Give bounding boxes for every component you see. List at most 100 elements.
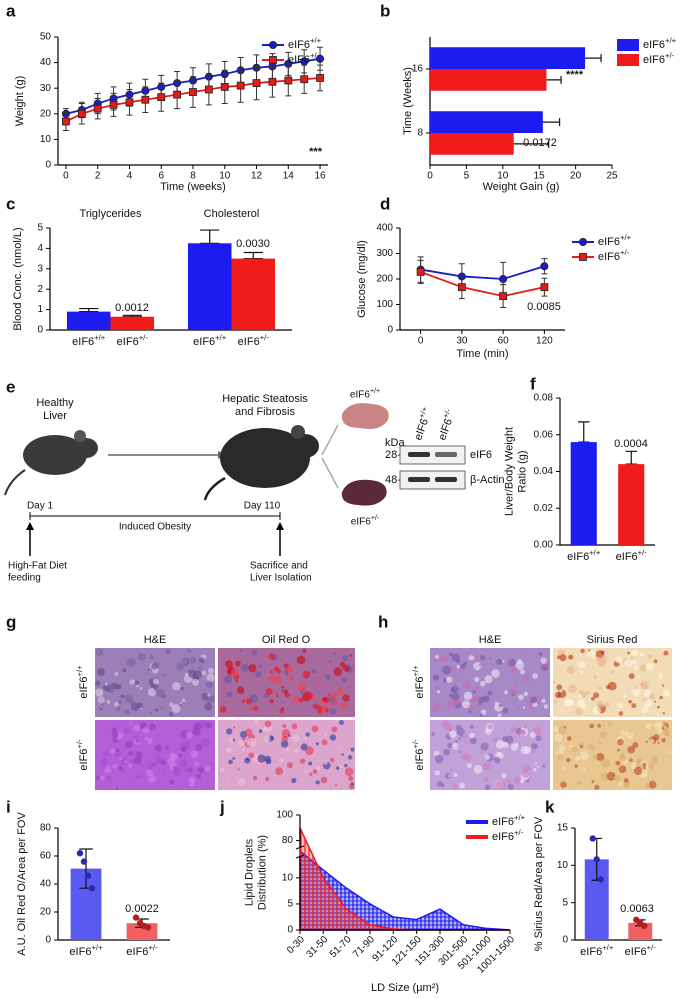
superscript: +/+	[215, 333, 227, 342]
row-label: eIF6+/-	[75, 739, 90, 771]
superscript: +/-	[148, 943, 158, 952]
marker	[173, 90, 182, 99]
superscript: +/-	[441, 407, 453, 419]
marker	[457, 283, 466, 292]
texture-dot	[263, 693, 269, 699]
texture-dot	[245, 698, 253, 705]
texture-dot	[101, 703, 104, 706]
texture-dot	[591, 746, 596, 751]
texture-dot	[595, 656, 601, 662]
texture-dot	[452, 742, 459, 750]
texture-dot	[294, 747, 299, 753]
texture-dot	[270, 736, 274, 740]
texture-dot	[520, 729, 526, 735]
texture-dot	[594, 784, 600, 790]
texture-dot	[579, 751, 589, 760]
y-tick-label: 0	[45, 160, 51, 171]
texture-dot	[349, 654, 352, 657]
texture-dot	[496, 658, 503, 666]
superscript: +/-	[75, 739, 84, 749]
texture-dot	[116, 706, 121, 712]
texture-dot	[630, 656, 634, 660]
texture-dot	[593, 692, 600, 699]
texture-dot	[276, 668, 281, 674]
y-tick-label: 40	[40, 879, 52, 890]
x-tick-label: 60	[498, 336, 510, 347]
texture-dot	[541, 698, 546, 704]
x-tick-label: 8	[190, 171, 196, 182]
texture-dot	[633, 766, 643, 776]
texture-dot	[235, 679, 239, 683]
texture-dot	[297, 682, 307, 692]
texture-dot	[455, 724, 462, 731]
texture-dot	[308, 761, 313, 766]
texture-dot	[321, 739, 328, 746]
annotation: ****	[566, 69, 584, 81]
mouse-head	[74, 438, 98, 458]
texture-dot	[657, 705, 660, 709]
texture-dot	[195, 743, 203, 751]
texture-dot	[280, 740, 289, 748]
texture-dot	[342, 694, 350, 702]
texture-dot	[618, 781, 623, 787]
texture-dot	[663, 650, 669, 656]
texture-dot	[192, 727, 202, 736]
texture-dot	[592, 754, 598, 760]
texture-dot	[434, 770, 440, 776]
texture-dot	[602, 724, 605, 727]
texture-dot	[534, 762, 538, 765]
texture-dot	[627, 745, 636, 754]
y-tick-label: 400	[376, 223, 393, 234]
texture-dot	[613, 775, 621, 782]
texture-dot	[520, 669, 525, 675]
mouse-ear	[291, 425, 305, 439]
texture-dot	[113, 701, 119, 707]
texture-dot	[583, 768, 587, 772]
texture-dot	[248, 752, 255, 759]
bar	[110, 316, 155, 330]
texture-dot	[622, 694, 626, 698]
texture-dot	[233, 726, 236, 729]
texture-dot	[451, 692, 460, 701]
texture-dot	[180, 686, 185, 691]
texture-dot	[475, 703, 480, 709]
arrow	[321, 424, 339, 456]
legend-swatch	[617, 39, 639, 51]
texture-dot	[556, 684, 563, 691]
texture-dot	[335, 766, 340, 770]
y-tick-label: 5	[562, 897, 568, 908]
texture-dot	[491, 669, 500, 678]
texture-dot	[606, 771, 616, 781]
texture-dot	[502, 736, 508, 743]
texture-dot	[227, 777, 231, 780]
texture-dot	[226, 728, 233, 735]
y-tick-label: 300	[376, 248, 393, 259]
texture-dot	[281, 735, 289, 743]
texture-dot	[198, 657, 205, 664]
bar	[430, 133, 514, 155]
texture-dot	[569, 711, 572, 714]
texture-dot	[244, 757, 251, 764]
texture-dot	[536, 702, 539, 705]
texture-dot	[575, 756, 581, 762]
y-tick-label: 5	[37, 223, 43, 234]
texture-dot	[315, 683, 319, 687]
marker	[204, 85, 213, 94]
y-tick-label: 80	[40, 823, 52, 834]
texture-dot	[179, 743, 182, 746]
texture-dot	[268, 674, 276, 683]
liver-label: eIF6+/+	[350, 388, 380, 400]
data-point	[589, 835, 596, 842]
texture-dot	[643, 684, 649, 690]
x-axis-label: Time (min)	[456, 348, 508, 360]
blot-strip	[399, 470, 466, 490]
error-bar	[578, 421, 590, 443]
texture-dot	[274, 676, 283, 685]
texture-dot	[663, 726, 668, 730]
texture-dot	[450, 768, 453, 772]
texture-dot	[147, 774, 156, 783]
texture-dot	[645, 783, 650, 789]
texture-dot	[440, 654, 449, 663]
y-tick-label: 5	[287, 899, 293, 910]
legend-label: eIF6+/-	[492, 828, 524, 843]
